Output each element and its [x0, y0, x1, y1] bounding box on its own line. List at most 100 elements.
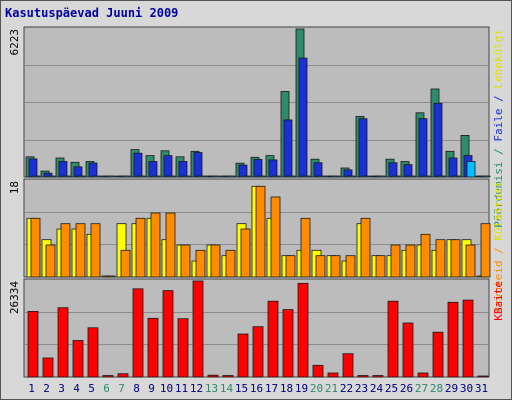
panel-2-legend-label: Arvuteid / Külastusi [492, 181, 505, 313]
panel-1-bar-faile-day-18 [283, 119, 293, 178]
panel-1-bar-lehekülgi-day-16 [256, 175, 266, 178]
panel-2-bar-arvuteid-day-5 [90, 223, 101, 278]
panel-1-ymax-label: 6223 [8, 29, 21, 56]
panel-1-bar-lehekülgi-day-24 [376, 175, 386, 178]
panel-2-bar-arvuteid-day-23 [360, 217, 371, 278]
panel-1-bar-lehekülgi-day-14 [226, 175, 236, 178]
panel-1-legend-part-4: / [492, 89, 505, 109]
panel-2-bar-arvuteid-day-31 [480, 223, 491, 278]
panel-1-bar-lehekülgi-day-20 [316, 175, 326, 178]
panel-2-bar-arvuteid-day-1 [30, 217, 41, 278]
panel-2-bar-arvuteid-day-16 [255, 185, 266, 278]
panel-2-bar-arvuteid-day-27 [420, 233, 431, 278]
panel-1-bar-faile-day-15 [238, 164, 248, 178]
x-tick-label-27: 27 [415, 382, 428, 395]
panel-1-bar-lehekülgi-day-4 [76, 175, 86, 178]
panel-3-bar-kbaite-day-6 [102, 375, 114, 378]
panel-1-bar-faile-day-1 [28, 158, 38, 178]
panel-1-bar-lehekülgi-day-25 [391, 175, 401, 178]
panel-2-bar-arvuteid-day-30 [465, 244, 476, 278]
panel-3-bar-kbaite-day-7 [117, 373, 129, 378]
panel-3-bar-kbaite-day-4 [72, 340, 84, 378]
panel-2-bar-arvuteid-day-26 [405, 244, 416, 278]
x-tick-label-11: 11 [175, 382, 188, 395]
panel-1-bar-lehekülgi-day-7 [121, 175, 131, 178]
panel-1-legend-part-5: Lehekülgi [492, 29, 505, 89]
panel-3-bar-kbaite-day-28 [432, 331, 444, 378]
panel-1-legend-label: Pöördumisi / Faile / Lehekülgi [492, 29, 505, 228]
panel-2-bar-arvuteid-day-13 [210, 244, 221, 278]
panel-2-bar-arvuteid-day-7 [120, 249, 131, 278]
panel-3-ymax-label: 26334 [8, 281, 21, 314]
x-tick-label-5: 5 [88, 382, 95, 395]
panel-1-legend-part-3: Faile [492, 108, 505, 141]
panel-3-bar-kbaite-day-23 [357, 375, 369, 378]
panel-1-bar-lehekülgi-day-17 [271, 175, 281, 178]
x-tick-label-7: 7 [118, 382, 125, 395]
panel-2-bar-arvuteid-day-8 [135, 217, 146, 278]
panel-2-bar-arvuteid-day-11 [180, 244, 191, 278]
panel-3-bar-kbaite-day-2 [42, 357, 54, 378]
panel-3-bar-kbaite-day-21 [327, 372, 339, 378]
panel-3-bar-kbaite-day-12 [192, 280, 204, 378]
panel-3-bar-kbaite-day-26 [402, 322, 414, 378]
panel-2-ymax-label: 18 [8, 181, 21, 194]
x-tick-label-20: 20 [310, 382, 323, 395]
panel-1-bar-faile-day-19 [298, 57, 308, 178]
panel-3-bar-kbaite-day-24 [372, 375, 384, 378]
x-tick-label-16: 16 [250, 382, 263, 395]
x-tick-label-3: 3 [58, 382, 65, 395]
x-tick-label-29: 29 [445, 382, 458, 395]
x-tick-label-13: 13 [205, 382, 218, 395]
x-tick-label-21: 21 [325, 382, 338, 395]
panel-1-bar-faile-day-10 [163, 155, 173, 178]
panel-3-bar-kbaite-day-30 [462, 299, 474, 378]
panel-1-bar-faile-day-16 [253, 158, 263, 178]
panel-2-bar-arvuteid-day-12 [195, 249, 206, 278]
x-tick-label-24: 24 [370, 382, 384, 395]
panel-2-bar-arvuteid-day-18 [285, 255, 296, 278]
panel-2-bar-arvuteid-day-4 [75, 223, 86, 278]
x-tick-label-26: 26 [400, 382, 413, 395]
panel-1-bar-faile-day-3 [58, 161, 68, 178]
panel-3-bar-kbaite-day-19 [297, 282, 309, 378]
x-tick-label-12: 12 [190, 382, 203, 395]
x-tick-label-1: 1 [28, 382, 35, 395]
panel-3-bar-kbaite-day-8 [132, 288, 144, 378]
panel-1-bar-faile-day-11 [178, 161, 188, 178]
panel-3-bar-kbaite-day-20 [312, 364, 324, 378]
panel-1-bar-faile-day-25 [388, 162, 398, 178]
panel-1-bar-lehekülgi-day-2 [46, 175, 56, 178]
panel-1-bar-faile-day-27 [418, 118, 428, 178]
panel-1-bar-lehekülgi-day-22 [346, 175, 356, 178]
panel-2-bar-arvuteid-day-17 [270, 196, 281, 278]
panel-1-bar-faile-day-9 [148, 161, 158, 178]
panel-1-bar-faile-day-29 [448, 157, 458, 178]
panel-1-bar-lehekülgi-day-5 [91, 175, 101, 178]
x-tick-label-8: 8 [133, 382, 140, 395]
panel-3-bar-kbaite-day-13 [207, 374, 219, 378]
panel-2-bar-arvuteid-day-14 [225, 249, 236, 278]
x-tick-label-14: 14 [220, 382, 234, 395]
panel-3-bar-kbaite-day-9 [147, 317, 159, 378]
panel-1-bar-lehekülgi-day-15 [241, 175, 251, 178]
x-tick-label-19: 19 [295, 382, 308, 395]
panel-1-bar-lehekülgi-day-23 [361, 175, 371, 178]
panel-1-bar-lehekülgi-day-13 [211, 175, 221, 178]
panel-3-legend-part-1: KBaite [492, 281, 505, 321]
panel-2-bar-arvuteid-day-25 [390, 244, 401, 278]
x-tick-label-31: 31 [475, 382, 488, 395]
x-tick-label-4: 4 [73, 382, 80, 395]
x-tick-label-23: 23 [355, 382, 368, 395]
panel-2-bar-arvuteid-day-2 [45, 244, 56, 278]
panel-1-bar-lehekülgi-day-10 [166, 175, 176, 178]
panel-2-legend-part-1: Arvuteid [492, 260, 505, 313]
panel-2-legend-part-2: / [492, 241, 505, 261]
panel-2-bar-arvuteid-day-20 [315, 255, 326, 278]
panel-3-bar-kbaite-day-15 [237, 333, 249, 378]
x-tick-label-28: 28 [430, 382, 443, 395]
panel-1-bar-faile-day-12 [193, 152, 203, 178]
panel-1-bar-faile-day-20 [313, 162, 323, 178]
x-tick-label-22: 22 [340, 382, 353, 395]
